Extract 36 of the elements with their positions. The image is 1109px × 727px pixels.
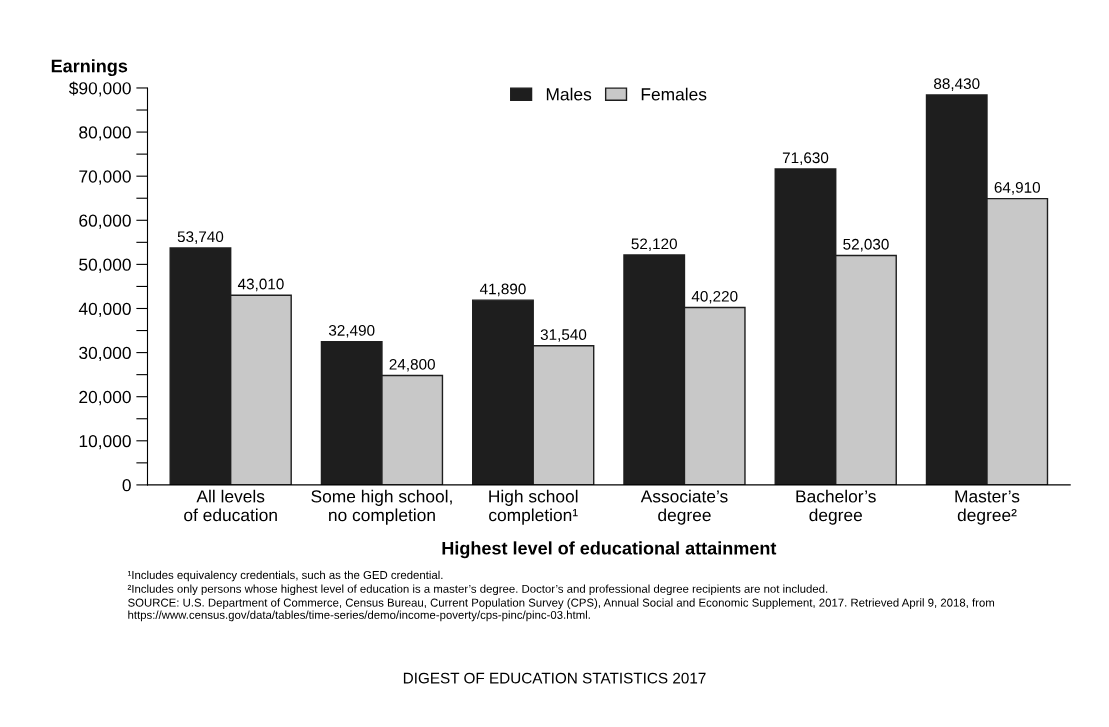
x-tick-label: Bachelor’s degree bbox=[796, 489, 876, 525]
source-note: SOURCE: U.S. Department of Commerce, Census Bureau, Current Population Survey (CPS), Annual Social and Economic Supplement, 2017. Retrieved April 9, 2018, from https://www.census.gov/data/tables/time-series/demo/income-poverty/cps-pinc/pinc-03.html. bbox=[128, 598, 995, 622]
y-tick-label: 60,000 bbox=[79, 214, 131, 229]
y-tick-label: $90,000 bbox=[68, 81, 131, 97]
text: DIGEST OF EDUCATION STATISTICS 2017 bbox=[403, 672, 706, 684]
x-tick-label: Associate’s degree bbox=[640, 489, 728, 525]
y-tick-label: 0 bbox=[122, 479, 131, 492]
data-label: 41,890 bbox=[479, 283, 526, 297]
data-label: 40,220 bbox=[691, 290, 738, 304]
y-tick-label: 80,000 bbox=[79, 126, 131, 141]
x-axis-title: Highest level of educational attainment bbox=[442, 541, 777, 559]
y-tick-label: 40,000 bbox=[78, 302, 131, 317]
data-label: 24,800 bbox=[389, 358, 435, 372]
x-tick-label: Some high school, no completion bbox=[311, 489, 452, 525]
x-tick-label: All levels of education bbox=[184, 489, 277, 522]
x-tick-label: Master’s degree² bbox=[955, 490, 1020, 525]
data-label: 43,010 bbox=[237, 278, 284, 292]
data-label: 53,740 bbox=[177, 231, 224, 244]
data-label: 31,540 bbox=[540, 329, 587, 342]
data-label: 52,120 bbox=[631, 238, 677, 252]
y-tick-label: 70,000 bbox=[79, 170, 131, 185]
data-label: 64,910 bbox=[994, 182, 1041, 195]
y-tick-label: 30,000 bbox=[79, 346, 131, 362]
data-label: 32,490 bbox=[328, 325, 375, 338]
data-label: 52,030 bbox=[843, 238, 889, 252]
y-tick-label: 20,000 bbox=[79, 390, 131, 406]
data-label: 71,630 bbox=[782, 152, 829, 165]
data-label: 88,430 bbox=[934, 78, 980, 91]
y-axis-title: Earnings bbox=[51, 59, 128, 77]
x-tick-label: High school completion¹ bbox=[489, 489, 578, 525]
y-tick-label: 50,000 bbox=[79, 258, 131, 273]
text: ¹Includes equivalency credentials, such as the GED credential. bbox=[127, 570, 443, 582]
legend-label: Females bbox=[641, 87, 707, 101]
legend-label: Males bbox=[546, 87, 592, 101]
y-tick-label: 10,000 bbox=[79, 434, 131, 450]
text: ²Includes only persons whose highest level of education is a master’s degree. Doctor’s and professional degree recipients are not included. bbox=[127, 584, 828, 596]
